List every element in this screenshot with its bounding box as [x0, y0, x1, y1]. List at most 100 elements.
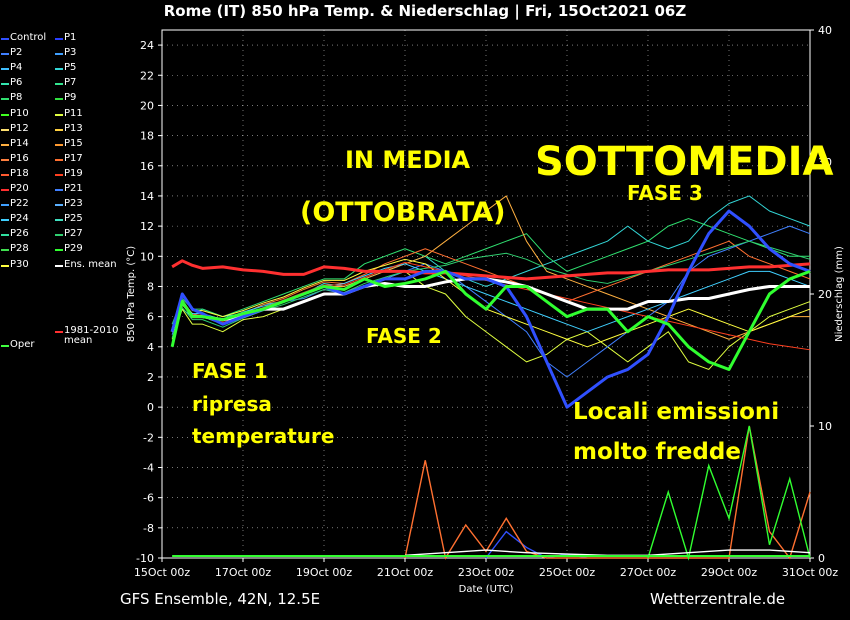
y-tick-label: 2 [147, 371, 154, 384]
legend-swatch [1, 249, 9, 252]
annotation-fase1: FASE 1 [192, 359, 268, 383]
legend-swatch [55, 219, 63, 222]
legend-swatch [1, 83, 9, 86]
legend-item: P24 [1, 214, 29, 227]
legend-swatch [1, 113, 9, 116]
annotation-fase2: FASE 2 [366, 324, 442, 348]
legend-label: P16 [10, 152, 29, 164]
series-line [171, 259, 811, 281]
legend-label: P25 [64, 213, 83, 225]
annotation-in-media: IN MEDIA [345, 146, 471, 174]
y-tick-label: -8 [143, 522, 154, 535]
legend-item: P8 [1, 93, 22, 106]
legend-item: P1 [55, 33, 76, 46]
legend-label: P22 [10, 198, 29, 210]
legend-label: P12 [10, 122, 29, 134]
series-line [171, 240, 811, 338]
legend-label: P6 [10, 77, 23, 89]
legend-label: P30 [10, 258, 29, 270]
legend-label: P23 [64, 198, 83, 210]
legend-swatch [1, 264, 9, 267]
y-tick-label: 10 [140, 250, 154, 263]
legend-label: P26 [10, 228, 29, 240]
legend-item: P28 [1, 244, 29, 257]
legend-item: P16 [1, 152, 29, 167]
x-tick-label: 27Oct 00z [620, 566, 677, 579]
precip-series-line [404, 549, 811, 557]
y2-tick-label: 10 [818, 420, 832, 433]
y2-tick-label: 20 [818, 288, 832, 301]
legend-label: P18 [10, 167, 29, 179]
legend-label: P28 [10, 243, 29, 255]
legend-item: P6 [1, 78, 22, 91]
legend-swatch [55, 330, 63, 333]
legend-swatch [55, 234, 63, 237]
x-tick-label: 31Oct 00z [782, 566, 839, 579]
legend-label: P13 [64, 122, 83, 134]
x-tick-label: 19Oct 00z [296, 566, 353, 579]
legend-swatch [1, 38, 9, 40]
legend-label: P3 [64, 47, 77, 59]
legend-swatch [55, 113, 63, 116]
y-tick-label: 0 [147, 401, 154, 414]
y-tick-label: 14 [140, 190, 154, 203]
legend-swatch [55, 143, 63, 146]
y-tick-label: -6 [143, 492, 154, 505]
legend-swatch [55, 38, 63, 40]
legend-label: P14 [10, 137, 29, 149]
y2-tick-label: 30 [818, 156, 832, 169]
y-tick-label: -2 [143, 431, 154, 444]
legend-swatch [1, 68, 9, 71]
legend-label: P21 [64, 183, 83, 194]
y2-tick-label: 40 [818, 24, 832, 37]
legend-label: P15 [64, 137, 83, 149]
legend-item: P18 [1, 167, 29, 182]
legend-label: P2 [10, 47, 23, 59]
y-tick-label: 24 [140, 39, 154, 52]
legend-swatch [55, 173, 63, 176]
series-line [171, 263, 811, 333]
y-tick-label: -10 [136, 552, 154, 565]
legend-item: P21 [55, 184, 83, 197]
legend-swatch [55, 264, 63, 267]
series-line [170, 269, 811, 371]
legend-item: P19 [55, 168, 83, 182]
legend-swatch [55, 158, 63, 161]
legend-item: P12 [1, 122, 29, 137]
legend-item: P27 [55, 229, 83, 242]
footer-model-info: GFS Ensemble, 42N, 12.5E [120, 590, 321, 608]
legend-item: P29 [55, 244, 83, 257]
legend-item: P17 [55, 152, 83, 167]
legend-label: P4 [10, 62, 23, 74]
legend-swatch [55, 204, 63, 207]
y-tick-label: 20 [140, 99, 154, 112]
y-tick-label: 16 [140, 160, 154, 173]
legend-label: 1981-2010 mean [64, 324, 119, 346]
series-line [171, 218, 810, 325]
legend-swatch [1, 219, 9, 222]
precip-series-line [647, 425, 811, 561]
x-tick-label: 21Oct 00z [377, 566, 434, 579]
legend-label: P8 [10, 92, 23, 104]
y-tick-label: 8 [147, 280, 154, 293]
legend-item: P2 [1, 48, 22, 61]
y-tick-label: 4 [147, 341, 154, 354]
y-tick-label: 18 [140, 130, 154, 143]
annotation-molto: molto fredde [573, 439, 741, 465]
legend-item: Control [1, 33, 46, 46]
legend-item: P15 [55, 137, 83, 152]
legend-swatch [1, 158, 9, 161]
legend-label: P11 [64, 107, 83, 119]
legend-label: P5 [64, 62, 77, 74]
legend-label: P27 [64, 228, 83, 240]
x-tick-label: 29Oct 00z [701, 566, 758, 579]
legend-label: P7 [64, 77, 77, 89]
legend-swatch [55, 83, 63, 86]
legend-label: P24 [10, 213, 29, 225]
x-tick-label: 23Oct 00z [458, 566, 515, 579]
legend-label: P17 [64, 152, 83, 164]
legend-label: P9 [64, 92, 77, 104]
annotation-sottomedia: SOTTOMEDIA [535, 139, 834, 185]
y-tick-label: 6 [147, 311, 154, 324]
legend-item: P22 [1, 199, 29, 212]
